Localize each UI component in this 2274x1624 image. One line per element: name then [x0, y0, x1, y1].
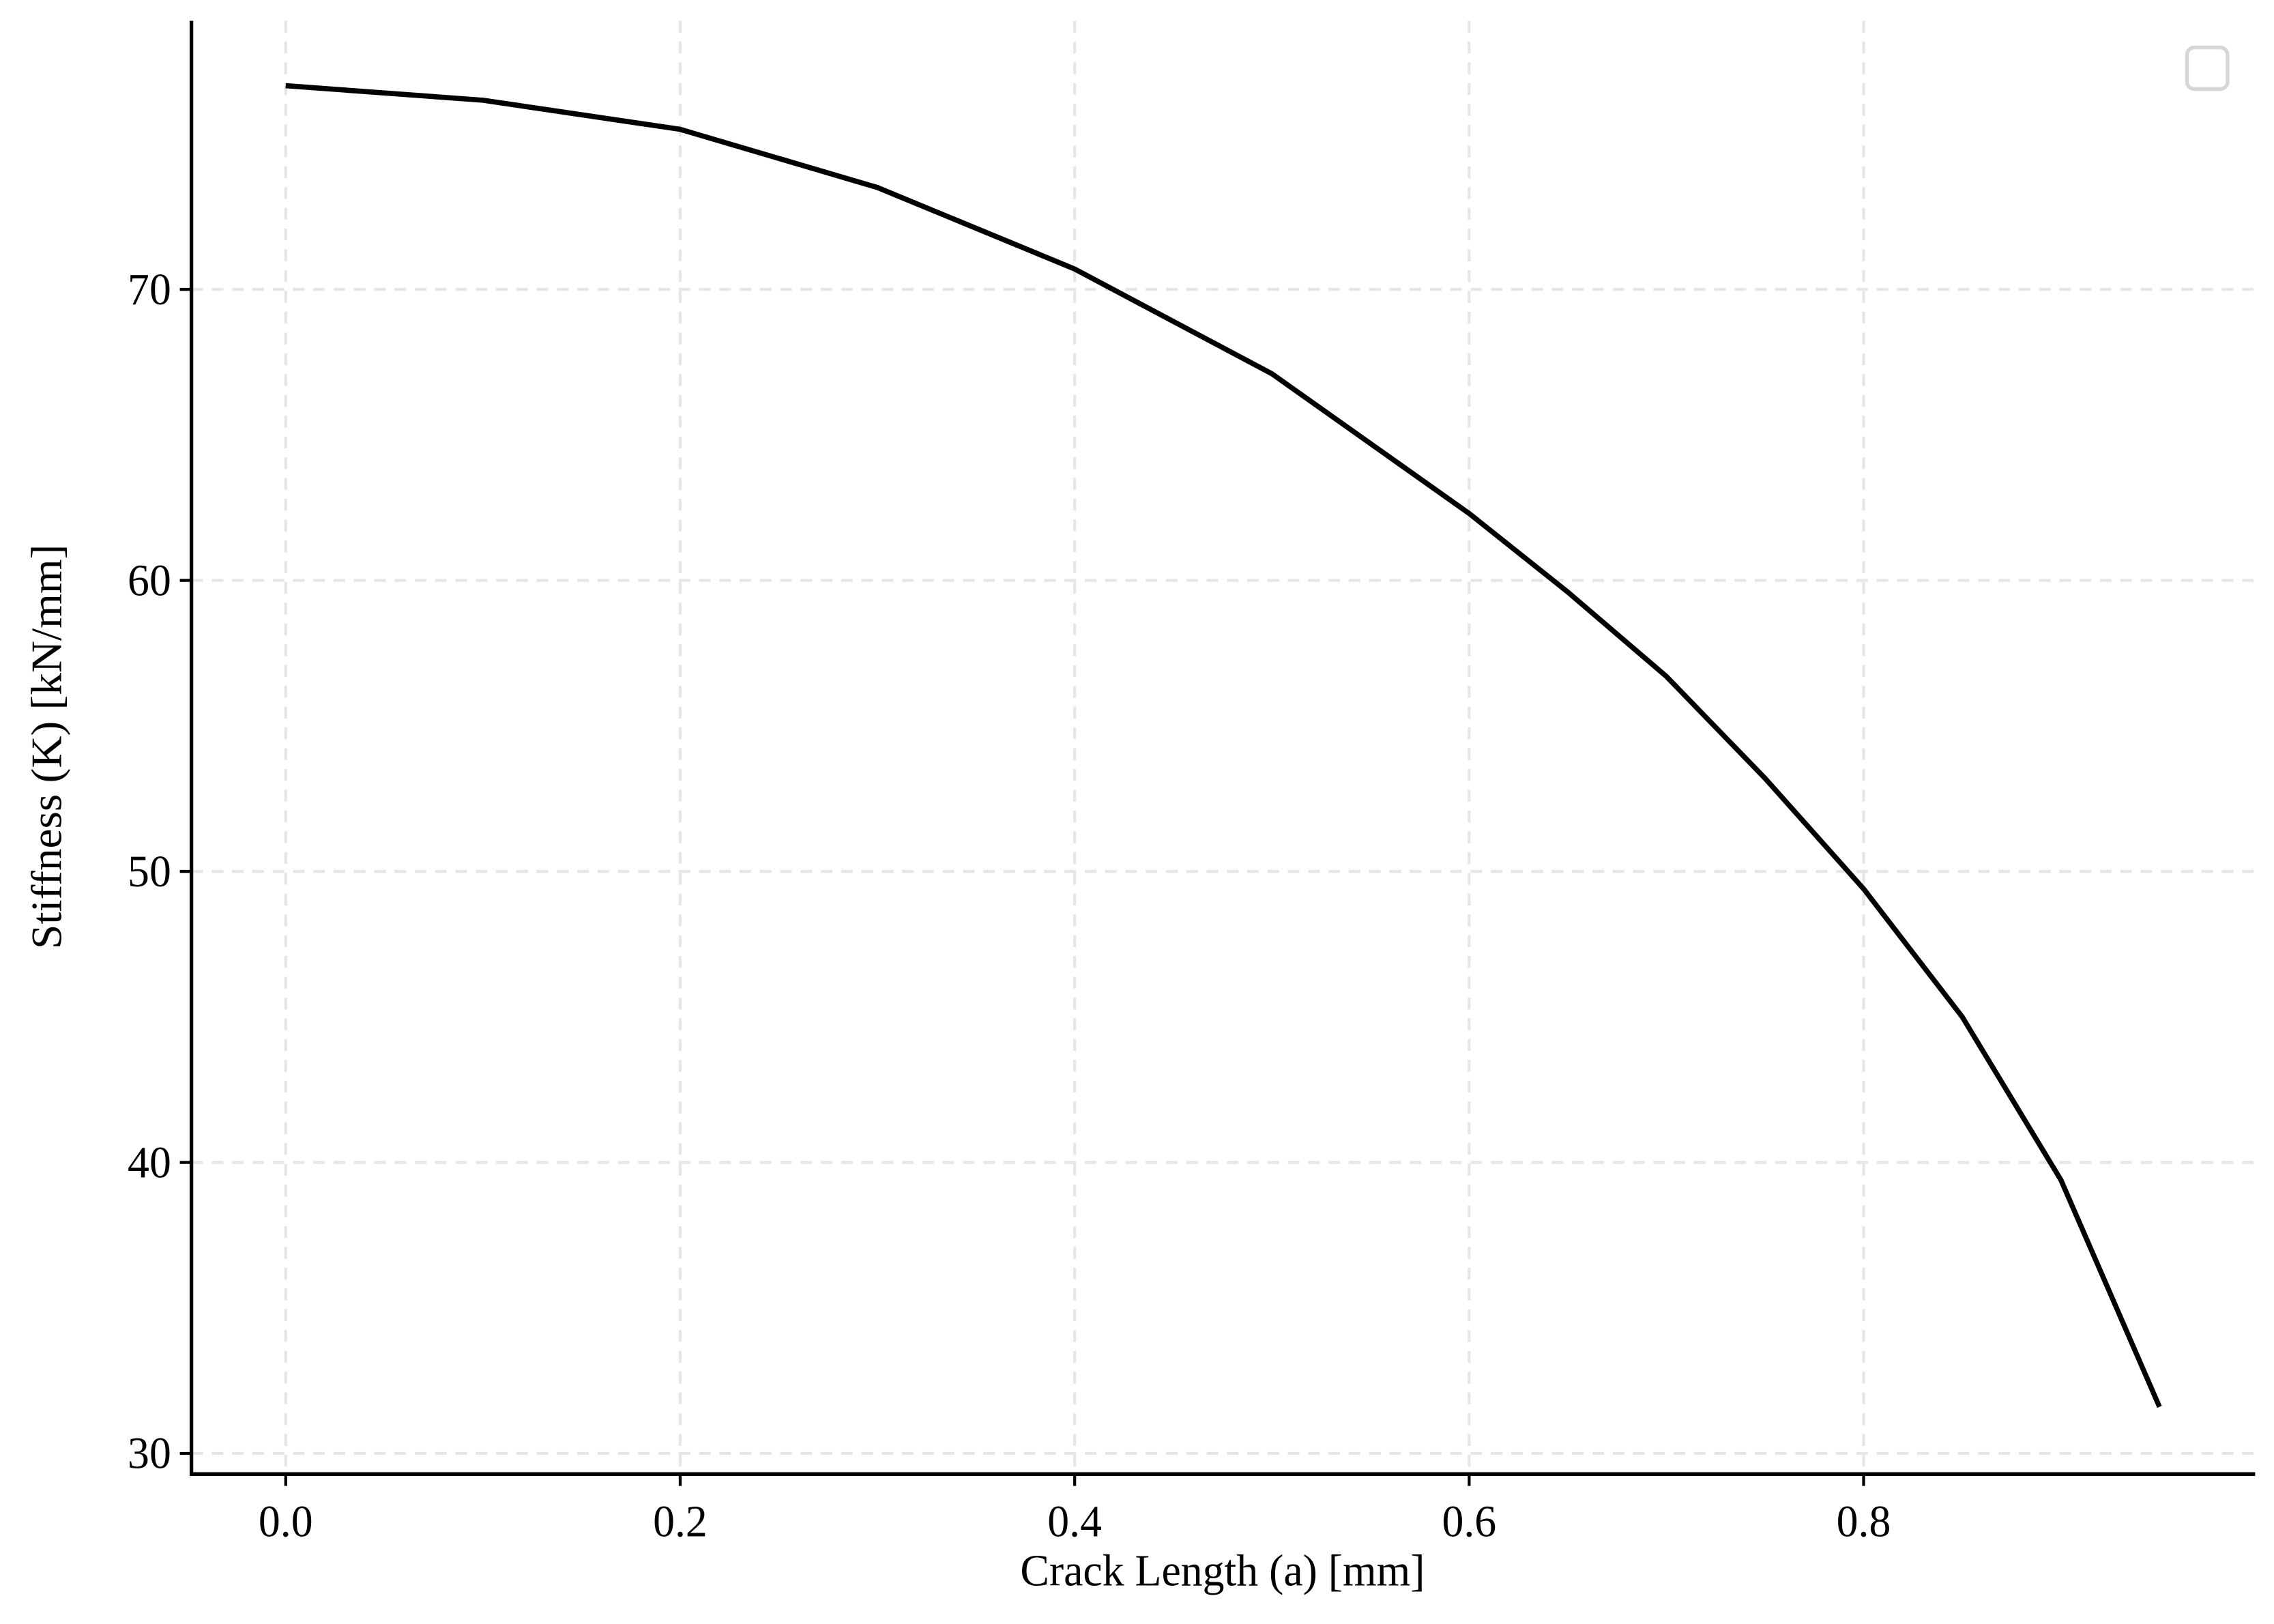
x-tick-label: 0.4 — [1047, 1497, 1102, 1546]
legend-frame — [2185, 45, 2230, 91]
y-tick-label: 70 — [128, 265, 171, 314]
x-tick-label: 0.8 — [1837, 1497, 1891, 1546]
x-axis-label: Crack Length (a) [mm] — [1020, 1546, 1425, 1595]
x-tick-label: 0.6 — [1442, 1497, 1496, 1546]
axis-spines — [189, 20, 2256, 1476]
y-tick-label: 40 — [128, 1138, 171, 1187]
y-tick-label: 30 — [128, 1429, 171, 1478]
data-line — [285, 83, 2162, 1408]
y-tick-label: 50 — [128, 847, 171, 896]
y-axis-label: Stiffness (K) [kN/mm] — [23, 545, 70, 949]
y-tick-label: 60 — [128, 556, 171, 605]
x-tick-label: 0.0 — [259, 1497, 313, 1546]
x-tick-label: 0.2 — [653, 1497, 708, 1546]
